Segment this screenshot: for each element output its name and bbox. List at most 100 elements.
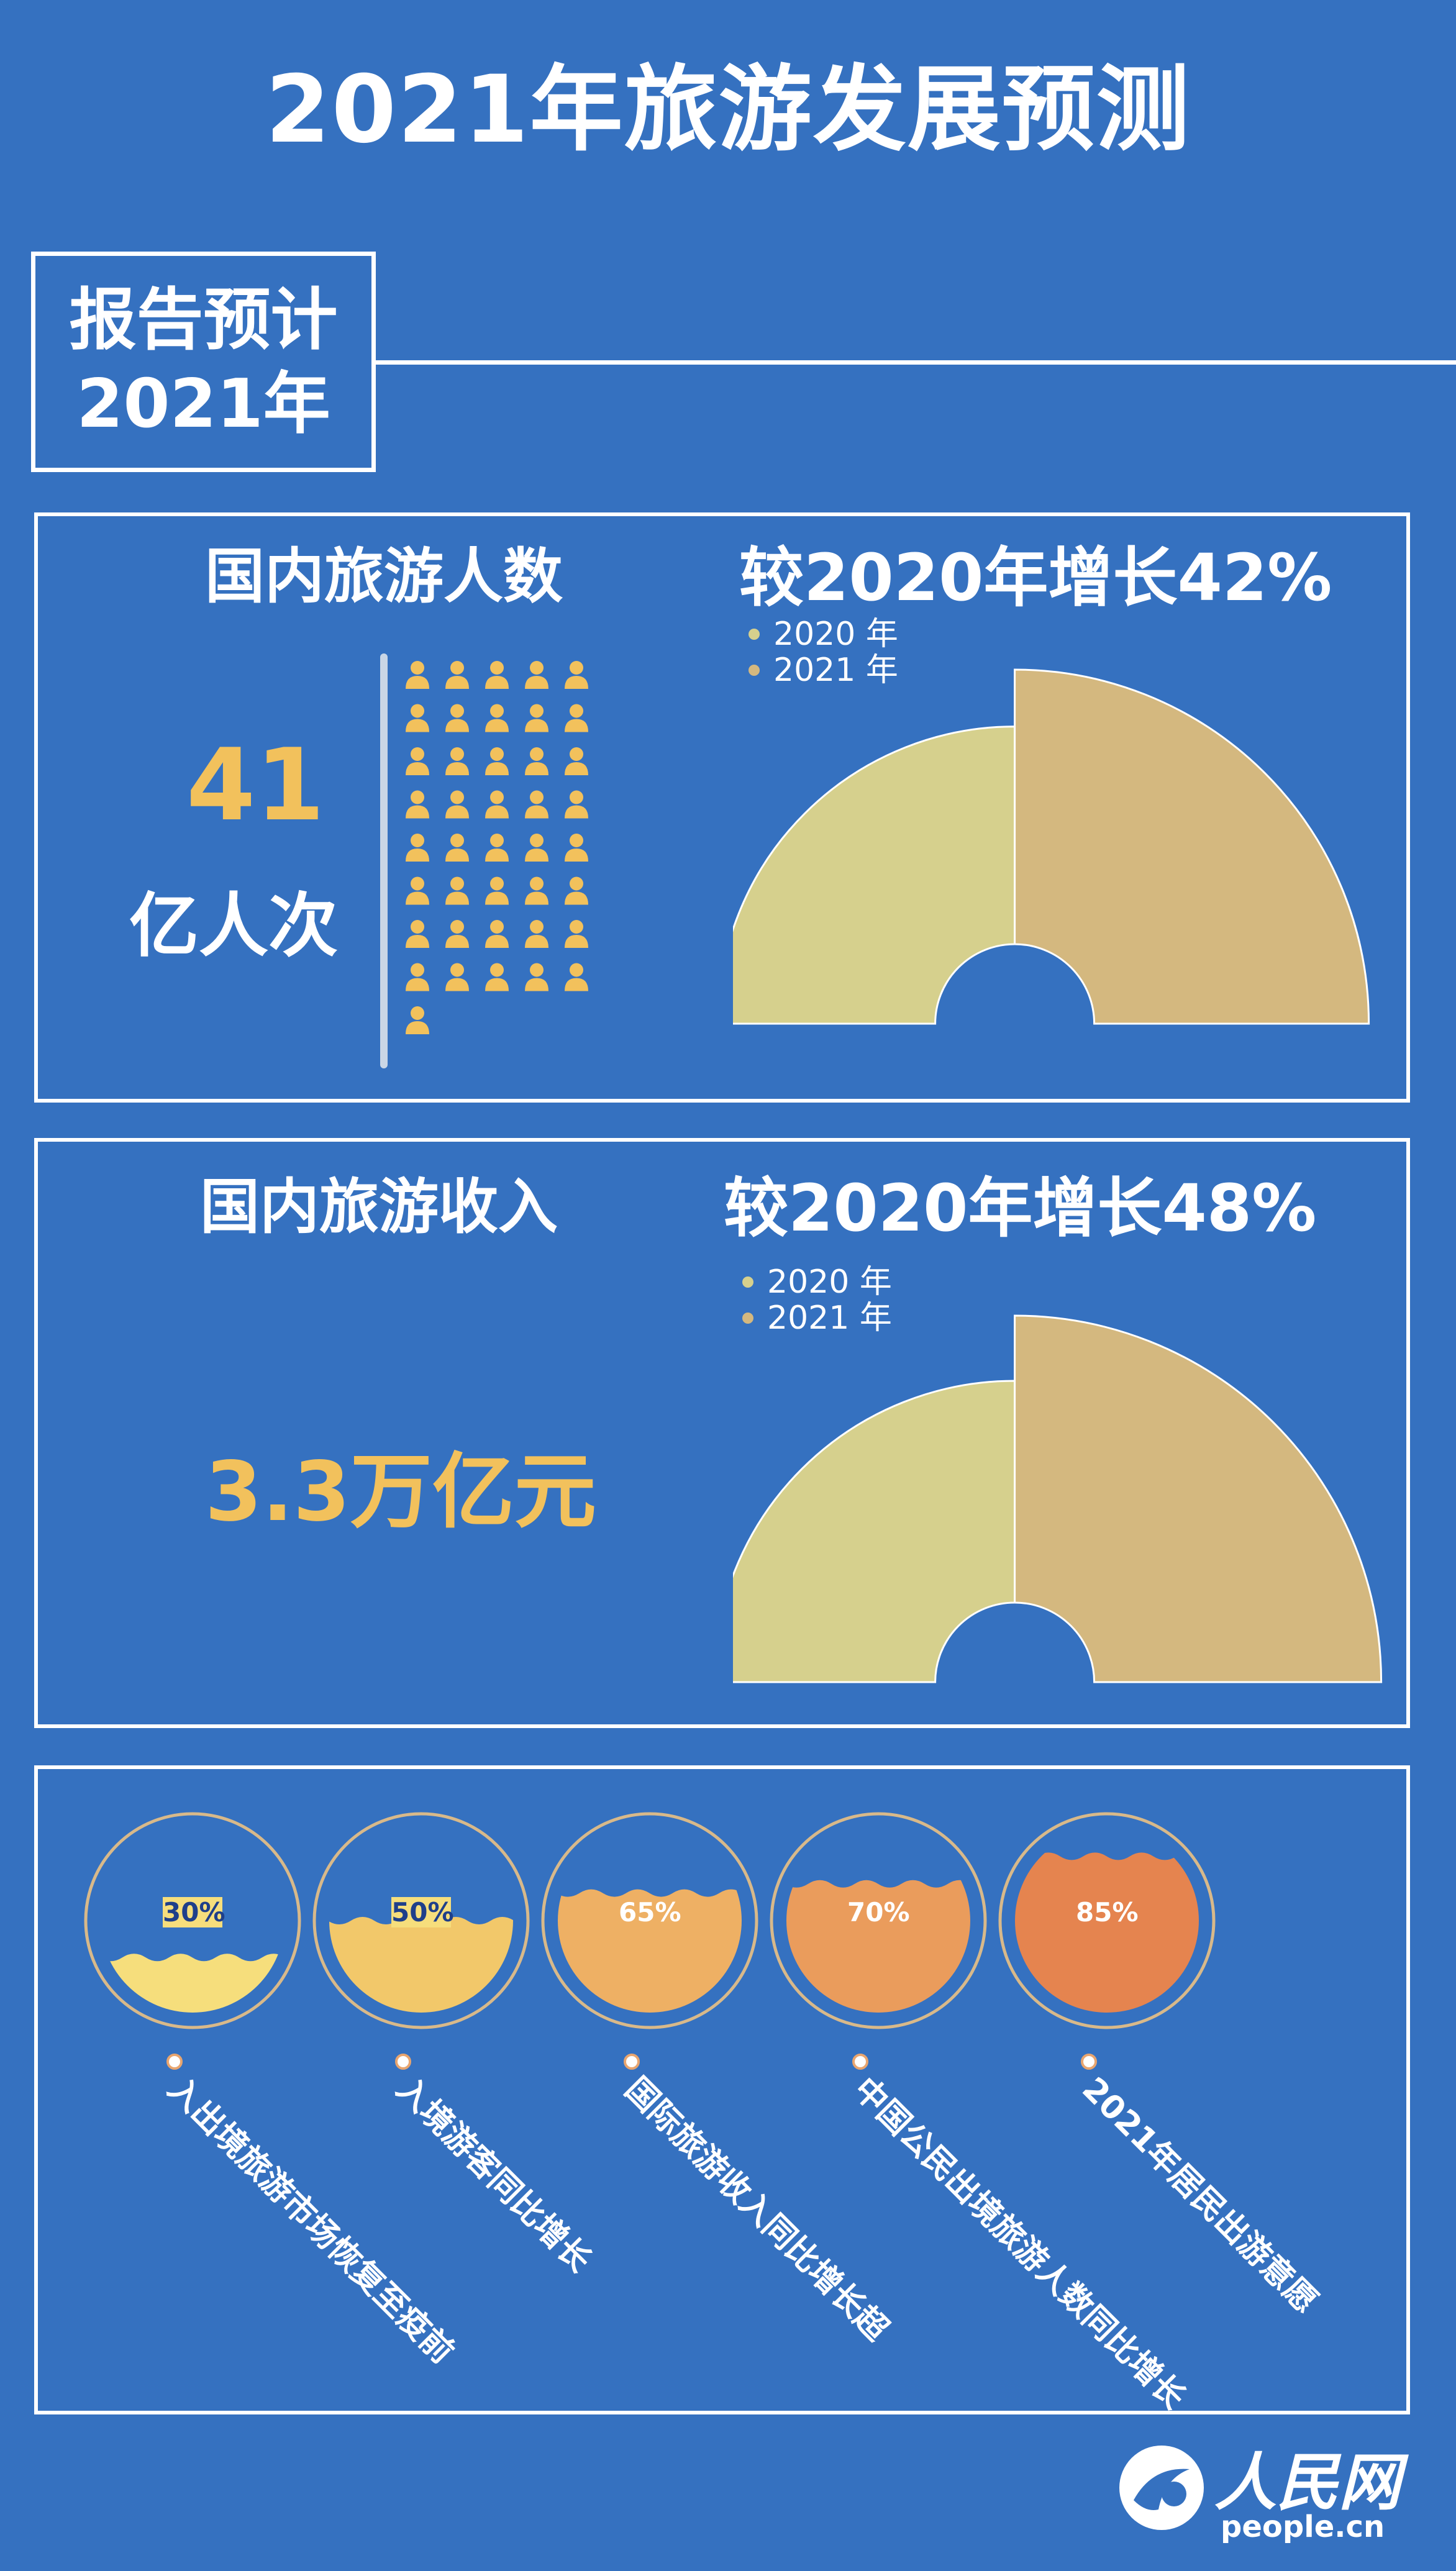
wave-caption: 中国公民出境旅游人数同比增长	[846, 2054, 1193, 2416]
person-icon	[565, 876, 588, 905]
revenue-heading: 国内旅游收入	[200, 1172, 558, 1242]
slice-2020	[733, 726, 1016, 1025]
report-line2: 2021年	[76, 365, 330, 443]
legend-item-2020: 2020 年	[742, 1264, 892, 1300]
legend-dot-icon	[742, 1276, 753, 1288]
revenue-half-donut-chart	[733, 1314, 1383, 1683]
legend-dot-icon	[748, 665, 760, 676]
person-icon	[445, 790, 469, 819]
legend-label: 2021 年	[767, 1299, 892, 1337]
slice-2020	[733, 1380, 1016, 1683]
person-icon	[525, 920, 548, 948]
ring	[84, 1812, 301, 2029]
visitors-growth: 较2020年增长42%	[739, 540, 1332, 616]
people-axis-bar	[380, 653, 388, 1068]
ring	[998, 1812, 1216, 2029]
wave-percent-label: 70%	[847, 1897, 910, 1927]
wave-circle-item	[82, 1810, 303, 2034]
person-icon	[406, 876, 429, 905]
panel-visitors	[34, 512, 1410, 1103]
person-icon	[565, 747, 588, 775]
person-icon	[485, 747, 509, 775]
report-divider	[376, 360, 1456, 365]
legend-item-2021: 2021 年	[742, 1300, 892, 1336]
wave-caption: 国际旅游收入同比增长超	[617, 2054, 895, 2348]
person-icon	[565, 661, 588, 689]
legend-dot-icon	[742, 1313, 753, 1324]
visitors-legend: 2020 年 2021 年	[748, 616, 898, 688]
wave-circle-item	[311, 1810, 532, 2034]
caption-text: 2021年居民出游意愿	[1075, 2070, 1325, 2321]
ring	[312, 1812, 530, 2029]
wave-circle-item	[539, 1810, 760, 2034]
legend-item-2020: 2020 年	[748, 616, 898, 652]
person-icon	[525, 963, 548, 991]
person-icon	[406, 747, 429, 775]
person-icon	[406, 834, 429, 862]
logo-url: people.cn	[1221, 2510, 1385, 2544]
person-icon	[445, 661, 469, 689]
person-icon	[406, 963, 429, 991]
wave-percent-label: 65%	[619, 1897, 681, 1927]
wave-caption: 2021年居民出游意愿	[1075, 2054, 1325, 2320]
person-icon	[485, 661, 509, 689]
person-icon	[525, 790, 548, 819]
person-icon	[485, 704, 509, 732]
person-icon	[525, 747, 548, 775]
person-icon	[565, 963, 588, 991]
person-icon	[525, 834, 548, 862]
people-daily-logo-icon	[1119, 2446, 1204, 2530]
person-icon	[445, 834, 469, 862]
person-icon	[445, 963, 469, 991]
report-box: 报告预计 2021年	[31, 252, 376, 472]
wave-fill	[558, 1889, 742, 2013]
legend-label: 2020 年	[773, 616, 898, 653]
legend-item-2021: 2021 年	[748, 652, 898, 688]
person-icon	[565, 704, 588, 732]
caption-text: 入境游客同比增长	[389, 2070, 598, 2280]
report-line1: 报告预计	[69, 281, 338, 359]
caption-bullet-icon	[166, 2054, 183, 2070]
slice-2021	[1014, 668, 1370, 1025]
wave-circle-item	[996, 1810, 1217, 2034]
person-icon	[445, 920, 469, 948]
person-icon	[406, 704, 429, 732]
revenue-legend: 2020 年 2021 年	[742, 1264, 892, 1336]
caption-bullet-icon	[624, 2054, 640, 2070]
legend-label: 2021 年	[773, 652, 898, 689]
visitors-half-donut-chart	[733, 668, 1370, 1025]
person-icon	[406, 920, 429, 948]
logo-name: 人民网	[1214, 2446, 1401, 2519]
ring	[770, 1812, 987, 2029]
person-icon	[565, 920, 588, 948]
panel-revenue	[34, 1138, 1410, 1728]
person-icon	[485, 920, 509, 948]
wave-percent-label: 50%	[391, 1897, 454, 1927]
page-title: 2021年旅游发展预测	[265, 56, 1191, 164]
person-icon	[485, 834, 509, 862]
person-icon	[485, 790, 509, 819]
caption-bullet-icon	[1081, 2054, 1097, 2070]
wave-fill	[1015, 1852, 1199, 2013]
slice-2021	[1014, 1314, 1383, 1683]
wave-fill	[329, 1917, 513, 2013]
visitors-unit: 亿人次	[129, 886, 338, 967]
visitors-heading: 国内旅游人数	[205, 542, 563, 611]
caption-bullet-icon	[852, 2054, 868, 2070]
wave-percent-label: 30%	[163, 1897, 225, 1927]
person-icon	[565, 790, 588, 819]
people-icon-grid	[406, 661, 588, 1034]
person-icon	[525, 876, 548, 905]
visitors-value: 41	[186, 727, 325, 843]
panel-forecast-rates	[34, 1765, 1410, 2414]
person-icon	[525, 661, 548, 689]
wave-fill	[786, 1880, 970, 2013]
caption-bullet-icon	[395, 2054, 411, 2070]
person-icon	[406, 1006, 429, 1034]
person-icon	[485, 876, 509, 905]
person-icon	[445, 747, 469, 775]
person-icon	[565, 834, 588, 862]
person-icon	[445, 876, 469, 905]
ring	[541, 1812, 758, 2029]
